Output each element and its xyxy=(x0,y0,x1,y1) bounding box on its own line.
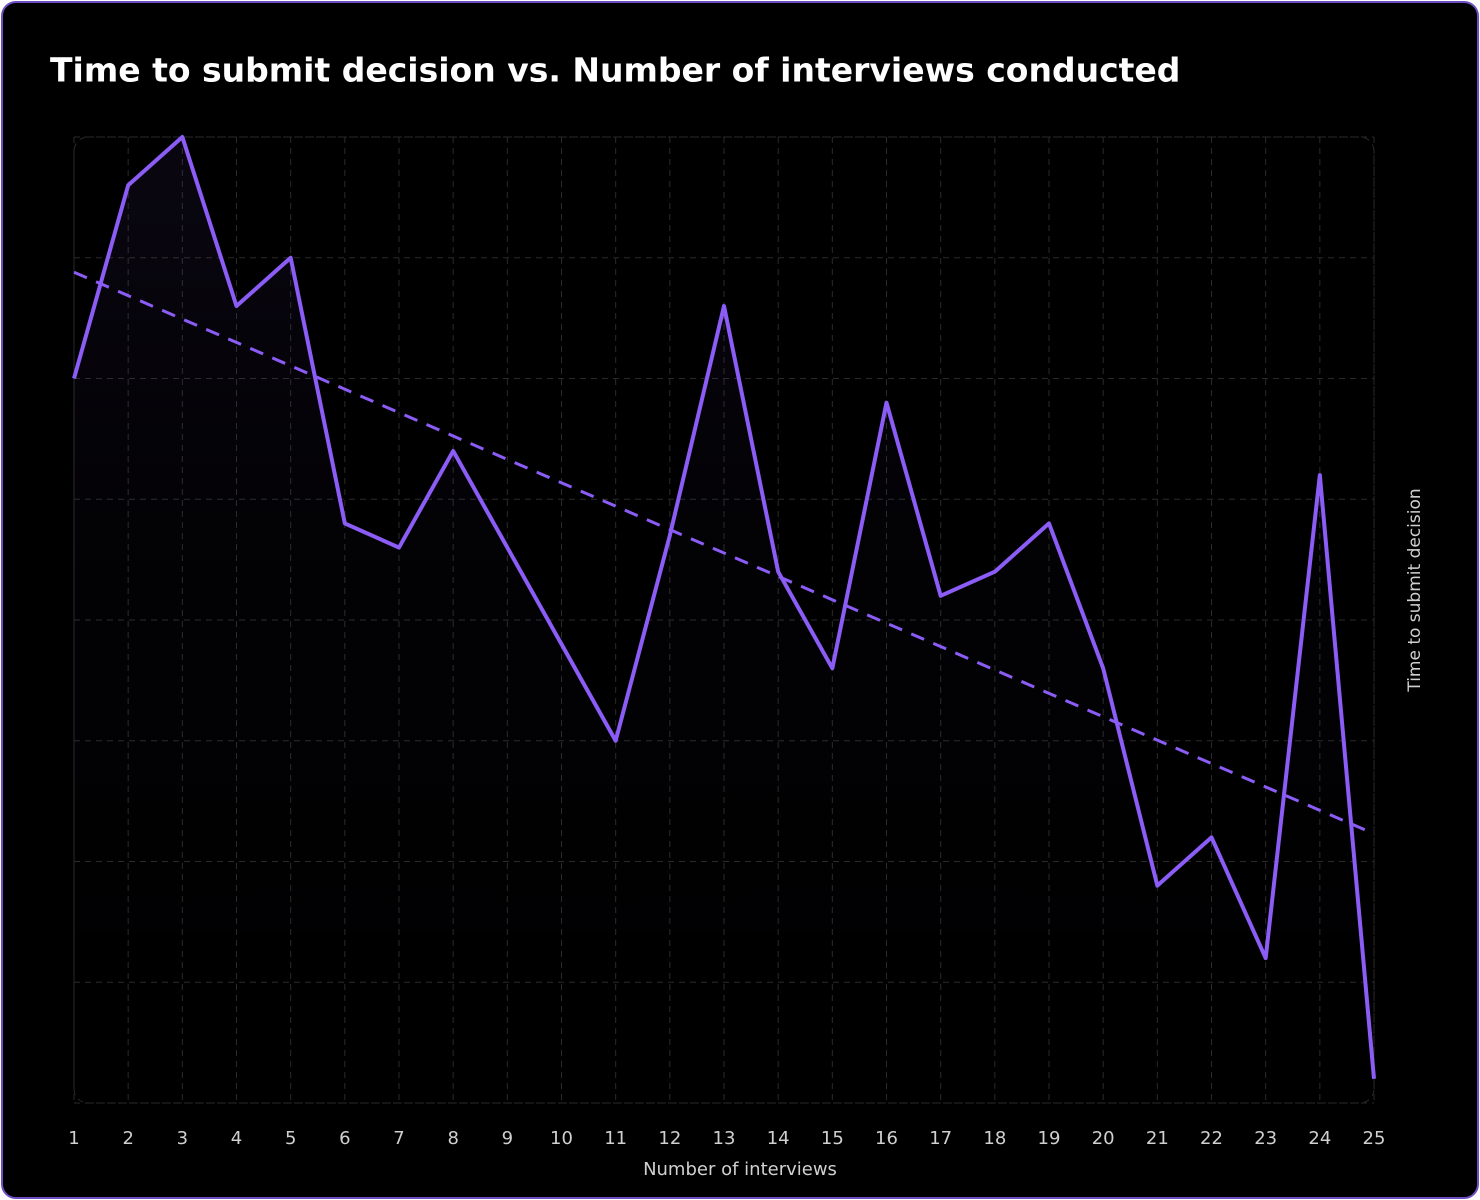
area-fill xyxy=(74,137,1374,1103)
x-tick-label: 18 xyxy=(983,1128,1006,1149)
x-tick-label: 5 xyxy=(285,1128,296,1149)
trend-line xyxy=(73,270,1375,836)
x-tick-label: 24 xyxy=(1308,1128,1331,1149)
x-axis-title: Number of interviews xyxy=(643,1159,837,1180)
y-axis-title: Time to submit decision xyxy=(1405,488,1425,692)
x-tick-label: 20 xyxy=(1092,1128,1115,1149)
x-tick-label: 4 xyxy=(231,1128,242,1149)
x-tick-label: 7 xyxy=(393,1128,404,1149)
x-tick-label: 17 xyxy=(929,1128,952,1149)
x-tick-label: 13 xyxy=(713,1128,736,1149)
line-series xyxy=(72,135,1376,1080)
x-tick-label: 25 xyxy=(1363,1128,1386,1149)
x-tick-label: 22 xyxy=(1200,1128,1223,1149)
x-tick-label: 16 xyxy=(875,1128,898,1149)
x-tick-label: 9 xyxy=(502,1128,513,1149)
x-tick-label: 8 xyxy=(447,1128,458,1149)
x-tick-label: 6 xyxy=(339,1128,350,1149)
x-tick-label: 21 xyxy=(1146,1128,1169,1149)
x-tick-label: 19 xyxy=(1038,1128,1061,1149)
chart-title: Time to submit decision vs. Number of in… xyxy=(50,51,1180,90)
x-tick-label: 23 xyxy=(1254,1128,1277,1149)
x-tick-label: 1 xyxy=(68,1128,79,1149)
x-tick-label: 10 xyxy=(550,1128,573,1149)
x-tick-label: 15 xyxy=(821,1128,844,1149)
x-tick-label: 14 xyxy=(767,1128,790,1149)
x-tick-label: 12 xyxy=(658,1128,681,1149)
x-tick-label: 11 xyxy=(604,1128,627,1149)
x-tick-label: 2 xyxy=(122,1128,133,1149)
x-tick-label: 3 xyxy=(177,1128,188,1149)
